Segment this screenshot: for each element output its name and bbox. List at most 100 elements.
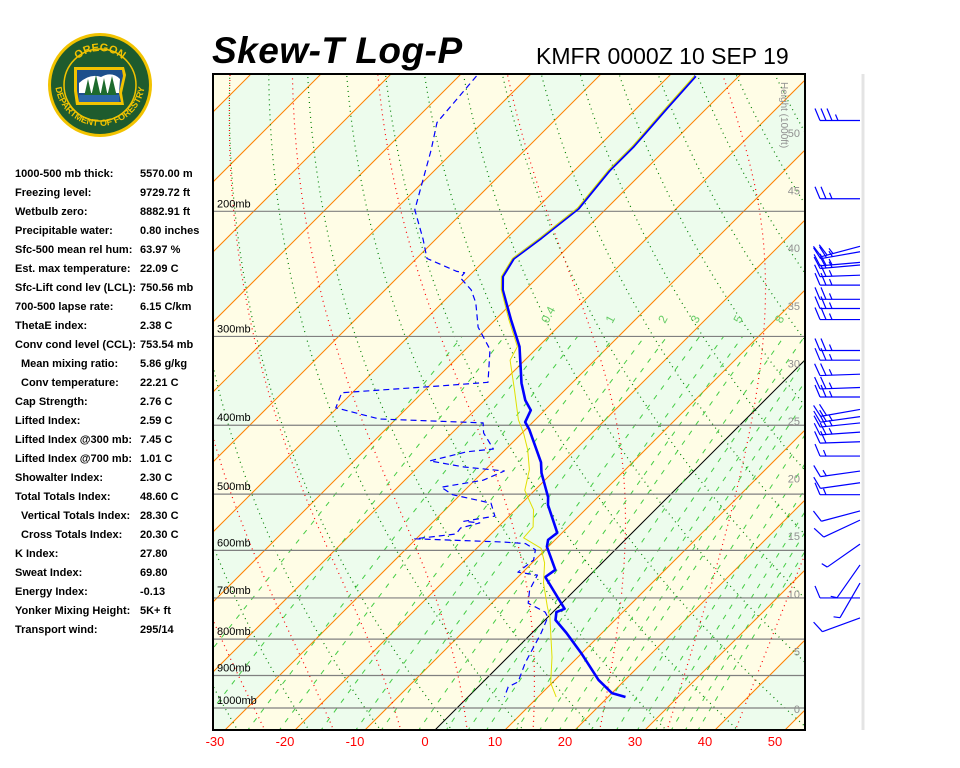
wind-barb (814, 443, 860, 457)
stat-label: Sfc-Lift cond lev (LCL): (15, 282, 136, 294)
stat-value: 63.97 % (140, 244, 181, 256)
wind-barb-half (834, 114, 839, 121)
isotherm-band (213, 74, 805, 672)
height-tick-label: 0 (794, 704, 800, 716)
isotherm (213, 79, 805, 673)
wind-barb (813, 414, 861, 428)
wind-barb-half (828, 278, 833, 286)
isobar-label: 300mb (217, 323, 251, 335)
stat-label: K Index: (15, 548, 59, 560)
wind-barb-half (828, 250, 833, 257)
stat-label: Cross Totals Index: (21, 529, 123, 541)
wind-barb-half (833, 616, 841, 619)
stat-value: 48.60 C (140, 491, 179, 503)
stat-label: Cap Strength: (15, 396, 88, 408)
wind-barb-staff (820, 441, 861, 444)
wind-barb-full (813, 405, 822, 417)
stat-value: 5.86 g/kg (140, 358, 188, 370)
wind-barb (814, 338, 860, 352)
mixing-ratio-line (213, 336, 463, 650)
wind-barb-half (822, 449, 827, 457)
wetbulb-line (500, 75, 695, 698)
wind-barb-full (814, 307, 821, 320)
stat-label: Est. max temperature: (15, 263, 131, 275)
height-tick-label: 50 (788, 128, 800, 140)
wind-barb-full (813, 476, 821, 489)
wind-barb-full (814, 363, 821, 376)
isotherm (784, 709, 805, 730)
stat-label: Lifted Index @700 mb: (15, 453, 133, 465)
wind-barb-staff (839, 582, 861, 618)
wind-barb-staff (820, 408, 861, 417)
wind-barb-full (819, 246, 828, 258)
wind-barb-staff (821, 245, 861, 258)
stat-value: 295/14 (140, 624, 174, 636)
wind-barb-full (814, 186, 821, 199)
wind-barb-staff (820, 422, 861, 428)
isotherm-band (0, 74, 111, 730)
height-tick-label: 40 (788, 243, 800, 255)
height-tick-label: 35 (788, 301, 800, 313)
stat-value: 27.80 (140, 548, 168, 560)
stat-label: Yonker Mixing Height: (15, 605, 131, 617)
wind-barb (813, 409, 861, 423)
wind-barb-full (813, 527, 825, 538)
wind-barb-half (828, 248, 834, 254)
stat-label: Lifted Index @300 mb: (15, 434, 133, 446)
stat-label: ThetaE index: (15, 320, 88, 332)
mixing-ratio-line (575, 381, 805, 730)
stat-label: Transport wind: (15, 624, 98, 636)
wind-barb (813, 253, 861, 267)
wind-barb (813, 519, 861, 538)
isotherm (0, 74, 41, 730)
mixing-ratio-line (697, 550, 805, 730)
isotherm (0, 74, 111, 730)
stat-value: 5570.00 m (140, 168, 193, 180)
wind-barb-full (814, 272, 821, 286)
dry-adiabat (887, 66, 960, 732)
wind-barb (813, 256, 861, 270)
stat-value: 7.45 C (140, 434, 173, 446)
wind-barb-half (828, 427, 833, 435)
wind-barb-half (828, 368, 833, 376)
stat-value: 69.80 (140, 567, 168, 579)
dewpoint-line (335, 75, 549, 698)
wind-barb-full (820, 108, 827, 121)
moist-adiabat (506, 74, 627, 730)
stat-value: 5K+ ft (140, 605, 171, 617)
mixing-ratio-line (445, 336, 725, 730)
wind-barb-full (814, 384, 821, 398)
stat-label: Sfc-500 mean rel hum: (15, 244, 133, 256)
wind-barb-full (820, 287, 827, 300)
isotherm (644, 569, 805, 730)
isotherm (213, 74, 672, 533)
wind-barb (814, 307, 860, 321)
dry-adiabat (810, 66, 960, 732)
stat-value: 2.76 C (140, 396, 173, 408)
stat-value: 2.38 C (140, 320, 173, 332)
wind-barb-full (820, 272, 827, 286)
wind-barb-full (814, 376, 821, 390)
temperature-tick-label: 50 (768, 734, 782, 749)
wind-barb-half (828, 390, 833, 398)
wind-barb-full (814, 287, 821, 300)
stat-value: -0.13 (140, 586, 166, 598)
wind-barb (833, 582, 861, 619)
wind-barb (814, 430, 861, 444)
stat-label: 700-500 lapse rate: (15, 301, 114, 313)
height-tick-label: 30 (788, 358, 800, 370)
temperature-tick-label: 10 (488, 734, 502, 749)
height-tick-label: 45 (788, 186, 800, 198)
plot-frame (212, 73, 806, 731)
wind-barb (814, 376, 861, 390)
wind-barb-half (828, 293, 833, 300)
wind-barb-full (820, 296, 827, 309)
svg-text:OREGON: OREGON (72, 42, 127, 62)
stat-label: Total Totals Index: (15, 491, 111, 503)
wind-barb (814, 384, 860, 398)
chart-title: Skew-T Log-P (212, 30, 463, 71)
wind-barb-full (814, 482, 821, 495)
wind-barb (814, 108, 860, 122)
wind-barb-half (828, 414, 833, 421)
